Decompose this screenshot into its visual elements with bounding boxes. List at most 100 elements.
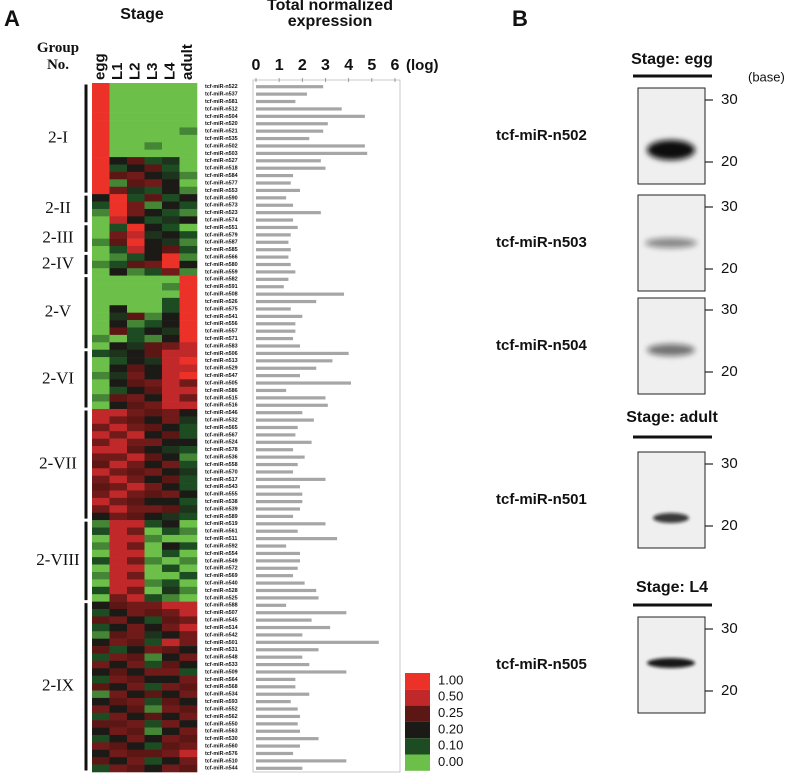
heatmap-cell [127,734,145,743]
bar [256,299,317,304]
heatmap-cell [162,557,180,565]
heatmap-cell [144,223,163,232]
heatmap-cell [144,416,163,425]
heatmap-cell [144,157,163,165]
bar [256,129,324,133]
heatmap-cell [144,579,163,588]
heatmap-cell [144,446,163,454]
heatmap-cell [109,357,128,365]
heatmap-cell [179,194,198,202]
heatmap-cell [127,623,145,632]
heatmap-cell [127,527,145,536]
heatmap-cell [179,638,198,647]
heatmap-cell [92,460,110,469]
heatmap-cell [109,379,128,388]
heatmap-cell [127,112,145,121]
heatmap-cell [179,453,198,462]
heatmap-cell [109,742,128,751]
bar [256,499,303,504]
heatmap-cell [162,549,180,558]
heatmap-cell [127,97,145,106]
heatmap-cell [109,749,128,758]
heatmap-cell [92,364,110,373]
heatmap-cell [92,653,110,662]
heatmap-cell [92,675,110,684]
mirna-label: tcf-miR-n521 [205,129,238,135]
heatmap-cell [179,290,198,299]
blot-name: tcf-miR-n504 [496,337,588,354]
mirna-label: tcf-miR-n580 [205,262,238,268]
heatmap-cell [92,505,110,513]
heatmap-cell [144,549,163,558]
heatmap-cell [179,542,198,551]
mirna-label: tcf-miR-n556 [205,321,238,327]
heatmap-cell [109,364,128,373]
heatmap-cell [162,609,180,617]
heatmap-cell [109,453,128,462]
heatmap-cell [179,357,198,365]
heatmap-cell [109,401,128,410]
heatmap-cell [127,690,145,699]
heatmap-cell [127,305,145,313]
heatmap-cell [92,757,110,765]
heatmap-cell [92,305,110,313]
heatmap-cell [162,142,180,150]
mirna-label: tcf-miR-n523 [205,210,238,216]
legend-label: 0.25 [438,705,463,720]
heatmap-cell [109,157,128,165]
heatmap-cell [179,408,198,417]
heatmap-cell [109,490,128,499]
mirna-label: tcf-miR-n526 [205,299,238,305]
bar [256,759,347,763]
mirna-label: tcf-miR-n581 [205,99,238,105]
mirna-label: tcf-miR-n583 [205,343,238,349]
heatmap-cell [144,142,163,150]
heatmap-cell [144,112,163,121]
heatmap-cell [144,179,163,188]
heatmap-cell [162,334,180,343]
heatmap-cell [179,438,198,447]
marker-unit: (base) [748,69,785,84]
heatmap-cell [127,394,145,402]
mirna-label: tcf-miR-n543 [205,484,238,490]
heatmap-cell [127,520,145,528]
heatmap-cell [127,297,145,306]
heatmap-cell [92,320,110,328]
bar [256,455,305,459]
heatmap-cell [162,127,180,136]
mirna-label: tcf-miR-n509 [205,669,238,675]
bar [256,574,294,578]
heatmap-cell [144,297,163,306]
blot-band [647,140,695,160]
bar [256,685,296,689]
heatmap-cell [109,394,128,402]
heatmap-cell [144,245,163,254]
heatmap-cell [179,468,198,476]
heatmap-cell [127,601,145,610]
mirna-label: tcf-miR-n588 [205,603,238,609]
heatmap-cell [127,749,145,758]
heatmap-cell [109,386,128,395]
bar [256,166,326,170]
heatmap-cell [162,134,180,143]
marker-label: 20 [721,517,738,534]
heatmap-cell [127,571,145,580]
mirna-label: tcf-miR-n524 [205,440,238,446]
heatmap-cell [127,386,145,395]
heatmap-cell [109,520,128,528]
heatmap-cell [127,120,145,128]
blot-name: tcf-miR-n503 [496,234,587,251]
heatmap-cell [127,164,145,173]
heatmap-cell [144,120,163,128]
mirna-label: tcf-miR-n545 [205,618,238,624]
heatmap-cell [92,586,110,595]
bar [256,218,294,222]
heatmap-cell [127,179,145,188]
heatmap-cell [92,268,110,276]
blot-band [647,658,695,668]
heatmap-cell [92,712,110,721]
heatmap-cell [127,468,145,476]
bar [256,248,291,252]
heatmap-cell [92,660,110,669]
heatmap-cell [92,616,110,625]
